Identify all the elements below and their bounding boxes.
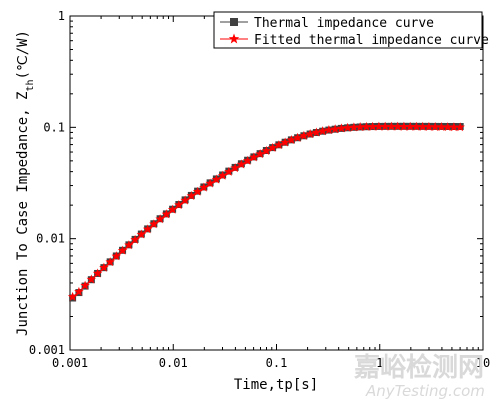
point-fitted — [161, 209, 172, 219]
point-fitted — [124, 240, 134, 250]
point-fitted — [374, 121, 384, 131]
point-fitted — [105, 257, 115, 267]
point-fitted — [417, 121, 428, 131]
legend-box — [213, 11, 483, 49]
point-fitted — [136, 229, 147, 239]
point-fitted — [324, 125, 334, 135]
y-axis-title-main: Junction To Case Impedance, Z — [15, 92, 31, 336]
point-fitted — [117, 245, 128, 255]
point-fitted — [217, 170, 228, 180]
legend-square-marker-icon — [230, 18, 238, 26]
point-fitted — [405, 121, 415, 131]
point-fitted — [367, 121, 378, 131]
x-tick-label: 0.01 — [159, 356, 188, 370]
point-fitted — [430, 121, 440, 131]
point-fitted — [130, 234, 140, 244]
point-fitted — [167, 204, 178, 214]
point-fitted — [424, 121, 434, 131]
point-fitted — [286, 135, 297, 145]
point-fitted — [342, 122, 353, 132]
y-tick-label: 0.001 — [29, 343, 65, 357]
point-fitted — [261, 145, 272, 155]
point-fitted — [255, 149, 265, 159]
point-fitted — [111, 251, 122, 261]
point-fitted — [299, 130, 309, 140]
data-marks — [67, 121, 465, 302]
point-fitted — [242, 155, 253, 165]
watermark-en: AnyTesting.com — [365, 382, 485, 400]
point-fitted — [274, 140, 284, 150]
x-tick-label: 0.1 — [266, 356, 288, 370]
point-fitted — [317, 126, 328, 136]
point-fitted — [149, 219, 159, 229]
y-axis-title-sub: th — [25, 79, 36, 91]
legend-label-fitted: Fitted thermal impedance curve — [254, 33, 489, 48]
point-fitted — [224, 166, 234, 176]
point-fitted — [199, 182, 209, 192]
point-fitted — [436, 122, 447, 132]
point-fitted — [280, 137, 290, 147]
point-fitted — [174, 200, 184, 210]
legend: Thermal impedance curve Fitted thermal i… — [213, 11, 489, 49]
x-tick-label: 10 — [476, 356, 490, 370]
point-fitted — [349, 122, 359, 132]
y-tick-label: 0.01 — [36, 232, 65, 246]
point-fitted — [67, 291, 78, 301]
point-fitted — [180, 195, 190, 205]
point-fitted — [399, 121, 409, 131]
point-fitted — [205, 178, 215, 188]
watermark: 嘉峪检测网 AnyTesting.com — [354, 352, 485, 400]
y-tick-label: 1 — [58, 9, 65, 23]
point-fitted — [142, 224, 153, 234]
point-fitted — [455, 122, 465, 132]
legend-label-thermal: Thermal impedance curve — [254, 16, 434, 31]
point-fitted — [155, 214, 165, 224]
point-fitted — [249, 152, 259, 162]
point-fitted — [336, 123, 347, 133]
point-fitted — [80, 280, 90, 290]
plot-area — [69, 15, 484, 351]
point-fitted — [305, 129, 315, 139]
point-fitted — [230, 163, 240, 173]
y-axis-title-unit: (℃/W) — [15, 30, 31, 79]
point-fitted — [355, 122, 365, 132]
point-fitted — [411, 121, 422, 131]
point-fitted — [449, 122, 459, 132]
x-axis-title: Time,tp[s] — [234, 377, 318, 393]
point-fitted — [380, 121, 390, 131]
point-fitted — [186, 190, 197, 201]
point-fitted — [442, 122, 453, 132]
x-tick-label: 0.001 — [52, 356, 88, 370]
watermark-cn: 嘉峪检测网 — [354, 352, 484, 383]
legend-star-marker-icon — [228, 33, 240, 44]
point-fitted — [392, 121, 403, 131]
point-fitted — [192, 186, 203, 196]
point-fitted — [92, 268, 103, 278]
point-fitted — [236, 159, 247, 169]
point-fitted — [330, 124, 340, 134]
point-fitted — [292, 132, 303, 142]
point-fitted — [311, 127, 322, 137]
point-fitted — [99, 262, 109, 272]
point-fitted — [361, 121, 372, 131]
point-fitted — [386, 121, 397, 131]
point-fitted — [267, 142, 278, 152]
point-fitted — [74, 286, 84, 296]
point-fitted — [211, 174, 222, 184]
y-tick-label: 0.1 — [43, 120, 65, 134]
x-tick-label: 1 — [376, 356, 383, 370]
y-axis-title: Junction To Case Impedance, Zth(℃/W) — [15, 30, 36, 336]
point-fitted — [86, 274, 97, 284]
